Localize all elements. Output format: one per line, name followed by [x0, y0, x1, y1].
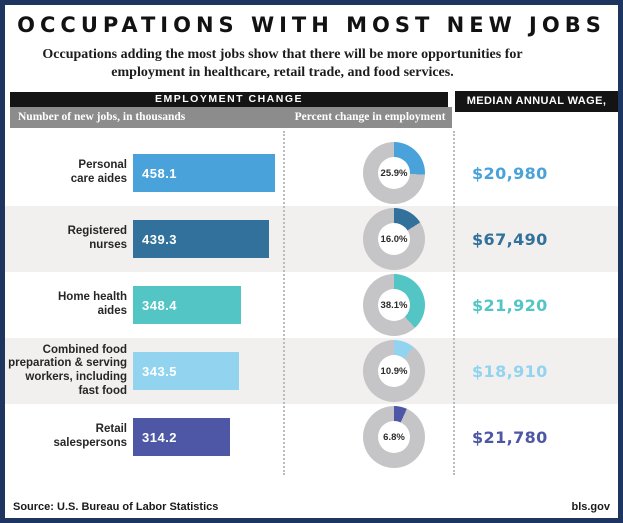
jobs-bar-track: 458.1 — [133, 154, 283, 192]
percent-value: 38.1% — [380, 299, 408, 311]
table-row-personal-care-aides: Personal care aides 458.1 25.9% $20,980 — [5, 140, 618, 206]
subheader-bar: Number of new jobs, in thousands Percent… — [10, 107, 452, 128]
divider-dotted-right — [453, 131, 455, 475]
jobs-bar: 314.2 — [133, 418, 230, 456]
donut-cell: 16.0% — [283, 208, 453, 270]
jobs-bar: 439.3 — [133, 220, 269, 258]
bls-gov-label: bls.gov — [571, 501, 610, 513]
jobs-value: 343.5 — [142, 363, 178, 379]
median-wage-value: $67,490 — [472, 229, 548, 249]
jobs-bar: 348.4 — [133, 286, 241, 324]
divider-dotted-left — [283, 131, 285, 475]
jobs-bar-track: 314.2 — [133, 418, 283, 456]
donut-hole: 6.8% — [378, 421, 410, 453]
jobs-value: 314.2 — [142, 429, 178, 445]
jobs-bar: 458.1 — [133, 154, 275, 192]
jobs-value: 348.4 — [142, 297, 178, 313]
column-label-percent-change: Percent change in employment — [294, 111, 446, 123]
donut-cell: 25.9% — [283, 142, 453, 204]
donut-cell: 6.8% — [283, 406, 453, 468]
donut-hole: 25.9% — [378, 157, 410, 189]
percent-value: 16.0% — [380, 233, 408, 245]
occupation-label: Retail salespersons — [53, 423, 127, 449]
median-wage-value: $21,920 — [472, 295, 548, 315]
table-row-combined-food-workers: Combined food preparation & serving work… — [5, 338, 618, 404]
median-wage-value: $20,980 — [472, 163, 548, 183]
jobs-bar-track: 439.3 — [133, 220, 283, 258]
donut-hole: 16.0% — [378, 223, 410, 255]
jobs-bar-track: 343.5 — [133, 352, 283, 390]
occupation-label: Personal care aides — [70, 159, 127, 185]
percent-change-donut: 16.0% — [363, 208, 425, 270]
table-row-retail-salespersons: Retail salespersons 314.2 6.8% $21,780 — [5, 404, 618, 470]
occupation-label: Registered nurses — [67, 225, 127, 251]
column-label-new-jobs: Number of new jobs, in thousands — [18, 111, 186, 123]
donut-hole: 10.9% — [378, 355, 410, 387]
jobs-value: 439.3 — [142, 231, 178, 247]
occupation-label: Home health aides — [57, 291, 127, 317]
donut-hole: 38.1% — [378, 289, 410, 321]
jobs-bar: 343.5 — [133, 352, 239, 390]
occupation-label: Combined food preparation & serving work… — [8, 343, 127, 397]
median-wage-value: $21,780 — [472, 427, 548, 447]
percent-value: 25.9% — [380, 167, 408, 179]
donut-cell: 38.1% — [283, 274, 453, 336]
median-wage-value: $18,910 — [472, 361, 548, 381]
jobs-value: 458.1 — [142, 165, 178, 181]
subtitle: Occupations adding the most jobs show th… — [42, 47, 523, 81]
percent-change-donut: 6.8% — [363, 406, 425, 468]
table-row-home-health-aides: Home health aides 348.4 38.1% $21,920 — [5, 272, 618, 338]
chart-rows: Personal care aides 458.1 25.9% $20,980 … — [5, 140, 618, 470]
percent-change-donut: 25.9% — [363, 142, 425, 204]
page-title: OCCUPATIONS WITH MOST NEW JOBS — [17, 13, 606, 37]
source-credit: Source: U.S. Bureau of Labor Statistics — [13, 501, 219, 513]
header-median-annual-wage: MEDIAN ANNUAL WAGE, 2015 — [455, 91, 618, 128]
header-employment-change: EMPLOYMENT CHANGE — [10, 92, 448, 107]
donut-cell: 10.9% — [283, 340, 453, 402]
percent-value: 10.9% — [380, 365, 408, 377]
percent-value: 6.8% — [383, 431, 405, 443]
percent-change-donut: 38.1% — [363, 274, 425, 336]
table-row-registered-nurses: Registered nurses 439.3 16.0% $67,490 — [5, 206, 618, 272]
percent-change-donut: 10.9% — [363, 340, 425, 402]
jobs-bar-track: 348.4 — [133, 286, 283, 324]
